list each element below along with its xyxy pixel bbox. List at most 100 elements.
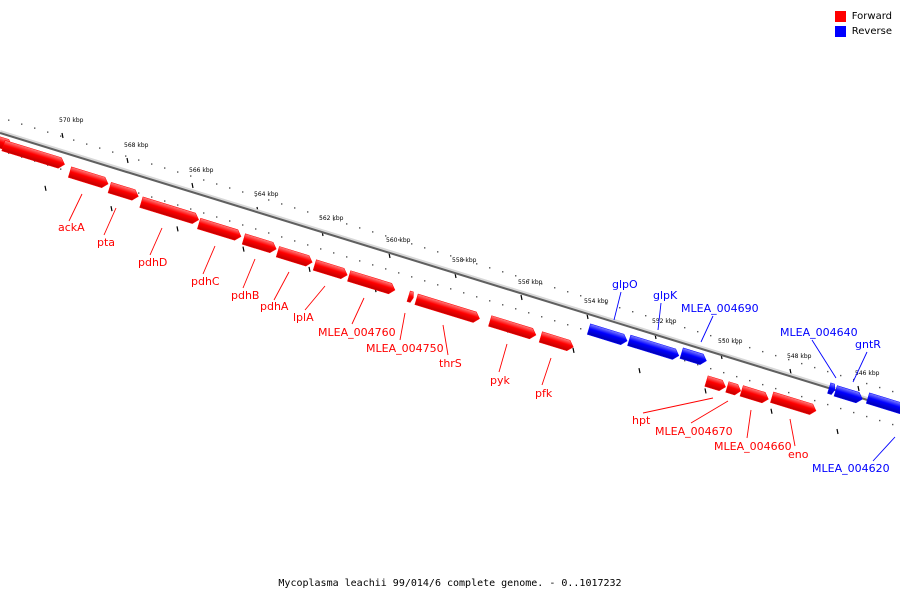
- legend-item-forward: Forward: [834, 9, 892, 24]
- gene-label-pfk[interactable]: pfk: [535, 387, 553, 400]
- gene-arrow[interactable]: [275, 246, 314, 267]
- gene-arrow[interactable]: [770, 391, 817, 416]
- gene-feature-pdhD[interactable]: [139, 196, 201, 225]
- gene-feature-partial[interactable]: [865, 392, 900, 415]
- gene-arrow[interactable]: [107, 182, 140, 201]
- gene-arrow[interactable]: [406, 290, 415, 303]
- ruler-minor-tick: [645, 315, 647, 317]
- gene-arrow[interactable]: [241, 233, 278, 255]
- gene-feature-thrS[interactable]: [414, 293, 481, 324]
- gene-feature-glpO[interactable]: [586, 323, 628, 346]
- gene-arrow[interactable]: [488, 315, 537, 341]
- gene-arrow[interactable]: [586, 323, 628, 346]
- gene-feature-MLEA_004640[interactable]: [827, 382, 837, 395]
- lower-minor-tick: [385, 268, 387, 270]
- ruler-minor-tick: [229, 187, 231, 189]
- gene-label-pyk[interactable]: pyk: [490, 374, 510, 387]
- gene-arrow[interactable]: [679, 347, 708, 366]
- gene-label-pdhA[interactable]: pdhA: [260, 300, 289, 313]
- gene-feature-gntR[interactable]: [833, 385, 864, 405]
- gene-feature-lplA[interactable]: [312, 259, 349, 281]
- gene-label-eno[interactable]: eno: [788, 448, 809, 461]
- gene-feature-pyk[interactable]: [488, 315, 537, 341]
- gene-feature-MLEA_004670[interactable]: [725, 381, 743, 397]
- leader-line-gntR: [852, 351, 868, 383]
- gene-label-gntR[interactable]: gntR: [855, 338, 881, 351]
- gene-arrow[interactable]: [1, 140, 66, 169]
- gene-arrow[interactable]: [139, 196, 201, 225]
- lower-minor-tick: [710, 367, 712, 370]
- ruler-minor-tick: [73, 139, 75, 141]
- gene-label-MLEA_004760[interactable]: MLEA_004760: [318, 326, 396, 339]
- lower-minor-tick: [450, 288, 452, 290]
- gene-feature-MLEA_004660[interactable]: [739, 385, 770, 405]
- lower-minor-tick: [788, 391, 790, 394]
- gene-arrow[interactable]: [347, 270, 396, 296]
- gene-feature-MLEA_004690[interactable]: [679, 347, 708, 366]
- ruler-minor-tick: [242, 191, 244, 193]
- ruler-tick-label: 568 kbp: [124, 142, 149, 149]
- gene-feature-pdhC[interactable]: [197, 217, 242, 241]
- gene-label-thrS[interactable]: thrS: [439, 357, 462, 370]
- ruler-tick-label: 570 kbp: [59, 117, 84, 124]
- lower-minor-tick: [151, 196, 153, 198]
- gene-feature-ackA[interactable]: [67, 166, 109, 189]
- ruler-minor-tick: [34, 127, 36, 129]
- gene-arrow[interactable]: [833, 385, 864, 405]
- gene-arrow[interactable]: [827, 382, 837, 395]
- gene-arrow[interactable]: [414, 293, 481, 324]
- gene-arrow[interactable]: [538, 331, 575, 353]
- gene-arrow[interactable]: [312, 259, 349, 281]
- gene-arrow[interactable]: [627, 334, 681, 361]
- gene-label-ackA[interactable]: ackA: [58, 221, 85, 234]
- lower-major-tick: [770, 408, 773, 414]
- gene-label-MLEA_004670[interactable]: MLEA_004670: [655, 425, 733, 438]
- gene-arrow[interactable]: [725, 381, 743, 397]
- gene-arrow[interactable]: [704, 375, 727, 392]
- lower-minor-tick: [138, 192, 140, 194]
- lower-minor-tick: [827, 403, 829, 406]
- gene-arrow[interactable]: [67, 166, 109, 189]
- gene-label-pdhC[interactable]: pdhC: [191, 275, 220, 288]
- lower-minor-tick: [164, 200, 166, 202]
- ruler-minor-tick: [476, 263, 478, 265]
- gene-label-MLEA_004750[interactable]: MLEA_004750: [366, 342, 444, 355]
- gene-feature-eno[interactable]: [770, 391, 817, 416]
- gene-label-MLEA_004660[interactable]: MLEA_004660: [714, 440, 792, 453]
- gene-feature-MLEA_004760[interactable]: [347, 270, 396, 296]
- gene-feature-pta[interactable]: [107, 182, 140, 201]
- gene-feature-partial[interactable]: [1, 140, 66, 169]
- ruler-tick-label: 556 kbp: [518, 279, 543, 286]
- ruler-minor-tick: [177, 171, 179, 173]
- gene-label-pdhB[interactable]: pdhB: [231, 289, 259, 302]
- gene-label-pta[interactable]: pta: [97, 236, 115, 249]
- gene-label-glpK[interactable]: glpK: [653, 289, 678, 302]
- gene-feature-glpK[interactable]: [627, 334, 681, 361]
- reverse-swatch: [834, 26, 846, 37]
- gene-feature-pdhB[interactable]: [241, 233, 278, 255]
- gene-arrow[interactable]: [197, 217, 242, 241]
- ruler-minor-tick: [8, 119, 10, 121]
- gene-label-MLEA_004640[interactable]: MLEA_004640: [780, 326, 858, 339]
- gene-arrow[interactable]: [739, 385, 770, 405]
- ruler-minor-tick: [632, 311, 634, 313]
- gene-label-MLEA_004690[interactable]: MLEA_004690: [681, 302, 759, 315]
- gene-label-glpO[interactable]: glpO: [612, 278, 638, 291]
- ruler-minor-tick: [697, 330, 699, 333]
- lower-major-tick: [572, 347, 575, 354]
- gene-label-hpt[interactable]: hpt: [632, 414, 651, 427]
- lower-major-tick: [176, 226, 179, 232]
- gene-feature-hpt[interactable]: [704, 375, 727, 392]
- gene-arrow[interactable]: [865, 392, 900, 415]
- gene-feature-pdhA[interactable]: [275, 246, 314, 267]
- gene-feature-MLEA_004750[interactable]: [406, 290, 415, 303]
- ruler-minor-tick: [710, 334, 712, 337]
- gene-feature-pfk[interactable]: [538, 331, 575, 353]
- gene-label-lplA[interactable]: lplA: [293, 311, 314, 324]
- leader-line-lplA: [304, 285, 326, 311]
- ruler-minor-tick: [541, 283, 543, 285]
- ruler-minor-tick: [216, 183, 218, 185]
- gene-label-pdhD[interactable]: pdhD: [138, 256, 167, 269]
- gene-label-MLEA_004620[interactable]: MLEA_004620: [812, 462, 890, 475]
